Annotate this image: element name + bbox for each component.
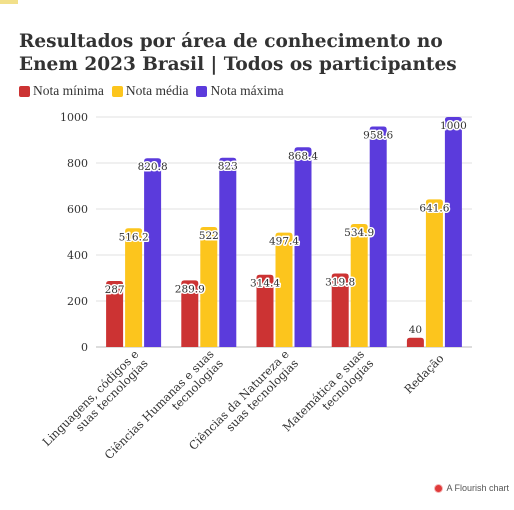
bar-min	[406, 337, 424, 347]
flourish-logo-icon	[435, 484, 443, 492]
bar-max	[369, 126, 387, 347]
legend-item-max[interactable]: Nota máxima	[196, 83, 284, 99]
bar-max	[144, 158, 162, 347]
data-label: 497.4	[269, 236, 299, 248]
data-label: 823	[218, 161, 238, 173]
bar-mean	[200, 226, 218, 347]
legend-item-mean[interactable]: Nota média	[111, 83, 189, 99]
data-label-halo: 522	[199, 230, 219, 242]
bar-max	[219, 157, 237, 347]
y-tick-label: 0	[81, 341, 88, 354]
data-label: 40	[409, 324, 422, 336]
bar-mean	[275, 232, 293, 347]
y-tick-label: 1000	[60, 111, 88, 124]
y-tick-label: 400	[67, 249, 88, 262]
legend-label-max: Nota máxima	[210, 83, 284, 98]
bar-mean	[125, 228, 143, 347]
legend-label-mean: Nota média	[125, 83, 189, 98]
data-label: 287	[105, 284, 125, 296]
data-label-halo: 868.4	[288, 150, 318, 162]
legend-swatch-mean	[111, 85, 123, 97]
legend-swatch-min	[19, 85, 30, 97]
data-label-halo: 1000	[440, 120, 467, 132]
x-category-label-line: Redação	[401, 351, 446, 396]
legend-item-min[interactable]: Nota mínima	[19, 83, 104, 99]
bar-mean	[350, 223, 368, 347]
data-label-halo: 516.2	[119, 231, 149, 243]
bar-min	[256, 274, 274, 347]
data-label-halo: 534.9	[344, 227, 374, 239]
data-label-halo: 287	[105, 284, 125, 296]
chart-title: Resultados por área de conhecimento no E…	[19, 31, 457, 75]
data-label: 820.8	[138, 161, 168, 173]
y-tick-label: 200	[67, 295, 88, 308]
bar-min	[331, 273, 349, 347]
bar-min	[106, 280, 124, 347]
x-category-label: Linguagens, códigos esuas tecnologias	[40, 347, 151, 458]
top-accent-bar	[0, 0, 18, 4]
data-label-halo: 314.4	[250, 278, 280, 290]
data-label: 522	[199, 230, 219, 242]
data-label: 314.4	[250, 278, 280, 290]
data-label-halo: 319.8	[325, 276, 355, 288]
data-label-halo: 641.6	[419, 202, 449, 214]
data-label: 289.9	[175, 283, 205, 295]
data-label-halo: 497.4	[269, 236, 299, 248]
y-tick-label: 800	[67, 157, 88, 170]
x-category-label: Redação	[401, 351, 446, 396]
data-label-halo: 823	[218, 161, 238, 173]
data-label: 1000	[440, 120, 467, 132]
bar-mean	[425, 199, 443, 347]
data-label-halo: 289.9	[175, 283, 205, 295]
legend-swatch-max	[196, 85, 208, 97]
data-label: 516.2	[119, 231, 149, 243]
data-label: 534.9	[344, 227, 374, 239]
data-label: 641.6	[419, 202, 449, 214]
legend-label-min: Nota mínima	[33, 83, 104, 98]
bar-max	[294, 147, 312, 347]
data-label: 958.6	[363, 130, 393, 142]
legend: Nota mínima Nota média Nota máxima	[19, 82, 292, 100]
y-tick-label: 600	[67, 203, 88, 216]
data-label: 319.8	[325, 276, 355, 288]
bar-max	[444, 117, 462, 347]
flourish-credit[interactable]: A Flourish chart	[435, 483, 509, 493]
data-label: 868.4	[288, 150, 318, 162]
bar-min	[181, 280, 199, 347]
data-label-halo: 820.8	[138, 161, 168, 173]
data-label-halo: 958.6	[363, 130, 393, 142]
flourish-credit-label: A Flourish chart	[446, 483, 509, 493]
